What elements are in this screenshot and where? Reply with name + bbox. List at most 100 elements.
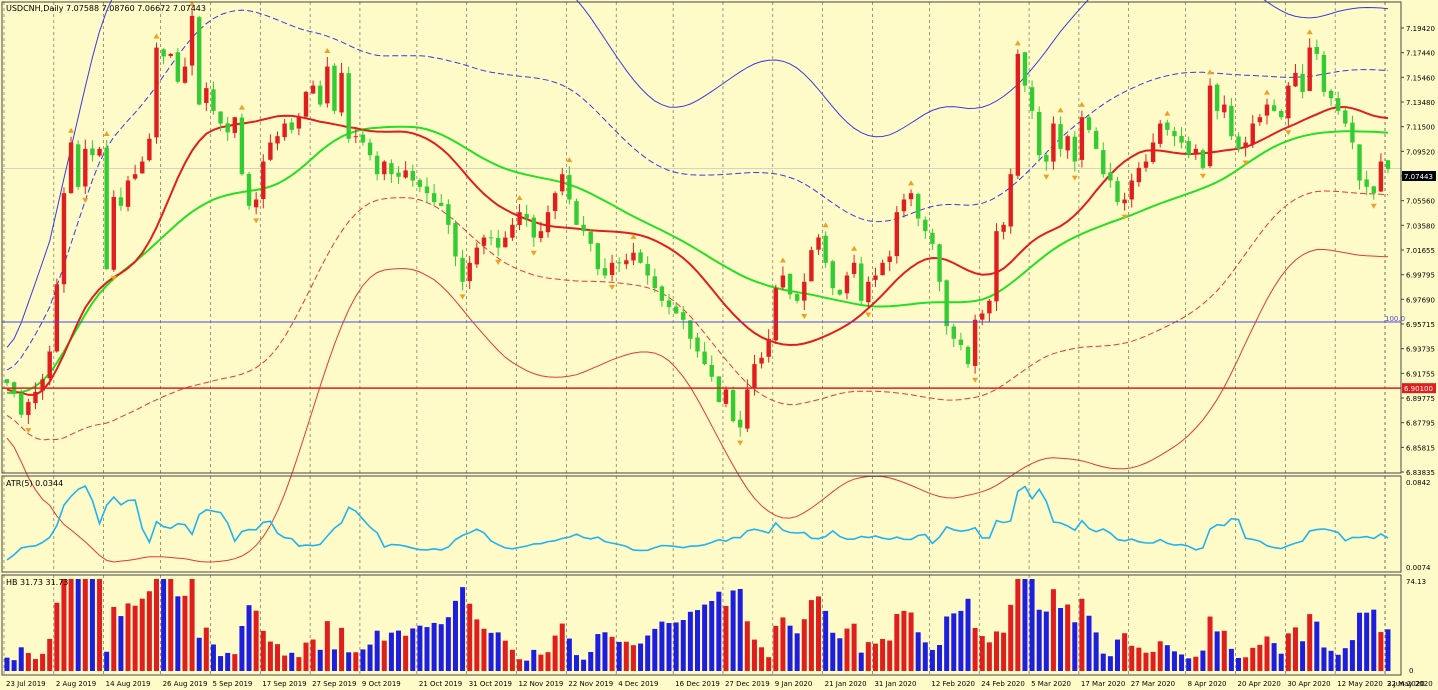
hb-bar	[203, 627, 209, 671]
candle-body	[83, 148, 88, 187]
hb-bar	[1292, 627, 1298, 671]
candle-body	[866, 281, 871, 303]
candle-body	[61, 193, 67, 285]
candle-body	[503, 237, 508, 248]
candle-body	[1207, 85, 1213, 167]
hb-bar	[887, 640, 893, 671]
candle-body	[118, 197, 124, 206]
candle-body	[453, 223, 458, 257]
x-tick-label: 17 Sep 2019	[262, 680, 306, 688]
y-tick-label: 7.15460	[1406, 74, 1435, 82]
hb-bar	[716, 591, 722, 671]
fractal-down-arrow	[1199, 173, 1206, 179]
hb-bar	[125, 603, 131, 671]
hb-bar	[1278, 653, 1284, 671]
hb-bar	[695, 610, 700, 671]
candle-body	[232, 117, 237, 133]
fractal-up-arrow	[1306, 29, 1313, 35]
x-tick-label: 12 Feb 2020	[931, 680, 975, 688]
hb-bar	[972, 628, 978, 671]
hb-bar	[118, 616, 124, 671]
hb-bar	[403, 635, 409, 671]
candle-body	[552, 193, 558, 211]
hb-bar	[445, 617, 451, 671]
hb-bar	[196, 637, 202, 671]
candle-body	[488, 237, 494, 239]
hb-bar	[929, 649, 935, 671]
hb-bar	[132, 605, 138, 671]
hb-bar	[168, 579, 174, 671]
hb-bar	[360, 649, 366, 671]
hb-bar	[780, 617, 786, 671]
atr-line	[6, 484, 1389, 561]
candle-body	[944, 280, 949, 327]
candle-body	[1179, 136, 1184, 143]
hb-bar	[267, 641, 273, 671]
candle-body	[339, 72, 344, 113]
panel-frame	[1, 1, 1402, 474]
lower-band-dashed	[6, 190, 1389, 441]
hb-bar	[417, 625, 423, 671]
candle-body	[1008, 174, 1013, 227]
hb-bar	[189, 579, 195, 671]
hb-bar	[54, 602, 60, 671]
hb-bar	[324, 621, 330, 671]
hb-y-tick: 74.13	[1406, 578, 1426, 586]
candle-body	[1321, 54, 1327, 92]
candle-body	[19, 392, 24, 415]
hb-bar	[915, 632, 921, 671]
candle-body	[474, 247, 480, 265]
candle-body	[40, 379, 45, 391]
hb-bar	[517, 659, 523, 671]
candle-body	[1279, 110, 1284, 118]
candle-body	[915, 193, 921, 219]
fractal-up-arrow	[1014, 40, 1021, 46]
candle-body	[97, 148, 102, 156]
hb-bar	[161, 579, 167, 671]
candle-body	[794, 294, 800, 301]
candle-body	[1364, 179, 1369, 187]
candle-body	[908, 193, 914, 200]
hb-bar	[1385, 629, 1391, 671]
fractal-down-arrow	[1043, 174, 1050, 180]
x-tick-label: 27 Sep 2019	[312, 680, 356, 688]
hb-bar	[1186, 658, 1192, 671]
fractal-down-arrow	[253, 218, 260, 224]
hb-bar	[1193, 656, 1199, 671]
fractal-up-arrow	[324, 47, 331, 53]
candle-body	[1029, 87, 1035, 111]
candle-body	[723, 389, 729, 404]
hb-bar	[396, 630, 402, 671]
candle-body	[681, 312, 686, 320]
hb-bar	[609, 636, 615, 671]
candle-body	[303, 91, 309, 117]
hb-bar	[1072, 622, 1078, 671]
candle-body	[1186, 141, 1191, 156]
hb-bar	[388, 632, 394, 671]
x-tick-label: 12 Nov 2019	[519, 680, 564, 688]
hb-bar	[1015, 579, 1021, 671]
candle-body	[275, 136, 280, 144]
fractal-down-arrow	[972, 377, 979, 383]
candle-body	[624, 260, 629, 265]
candle-body	[1307, 47, 1312, 91]
candle-body	[581, 224, 586, 232]
candle-body	[90, 148, 95, 156]
hb-bar	[737, 588, 743, 671]
candle-body	[1036, 111, 1042, 156]
candle-body	[873, 275, 878, 280]
fractal-down-arrow	[1285, 130, 1292, 136]
hb-bar	[1236, 657, 1242, 671]
hb-bar	[552, 635, 558, 671]
fractal-arrows	[25, 1, 1377, 446]
hb-bar	[901, 610, 907, 671]
candle-body	[538, 231, 544, 239]
atr-label: ATR(5) 0.0344	[6, 479, 63, 488]
candle-body	[1044, 155, 1049, 162]
candle-body	[125, 180, 131, 207]
candle-body	[631, 252, 636, 261]
panel-frame	[1, 475, 1402, 573]
chart-title: USDCNH,Daily 7.07588 7.08760 7.06672 7.0…	[6, 4, 206, 13]
x-tick-label: 4 Dec 2019	[618, 680, 658, 688]
